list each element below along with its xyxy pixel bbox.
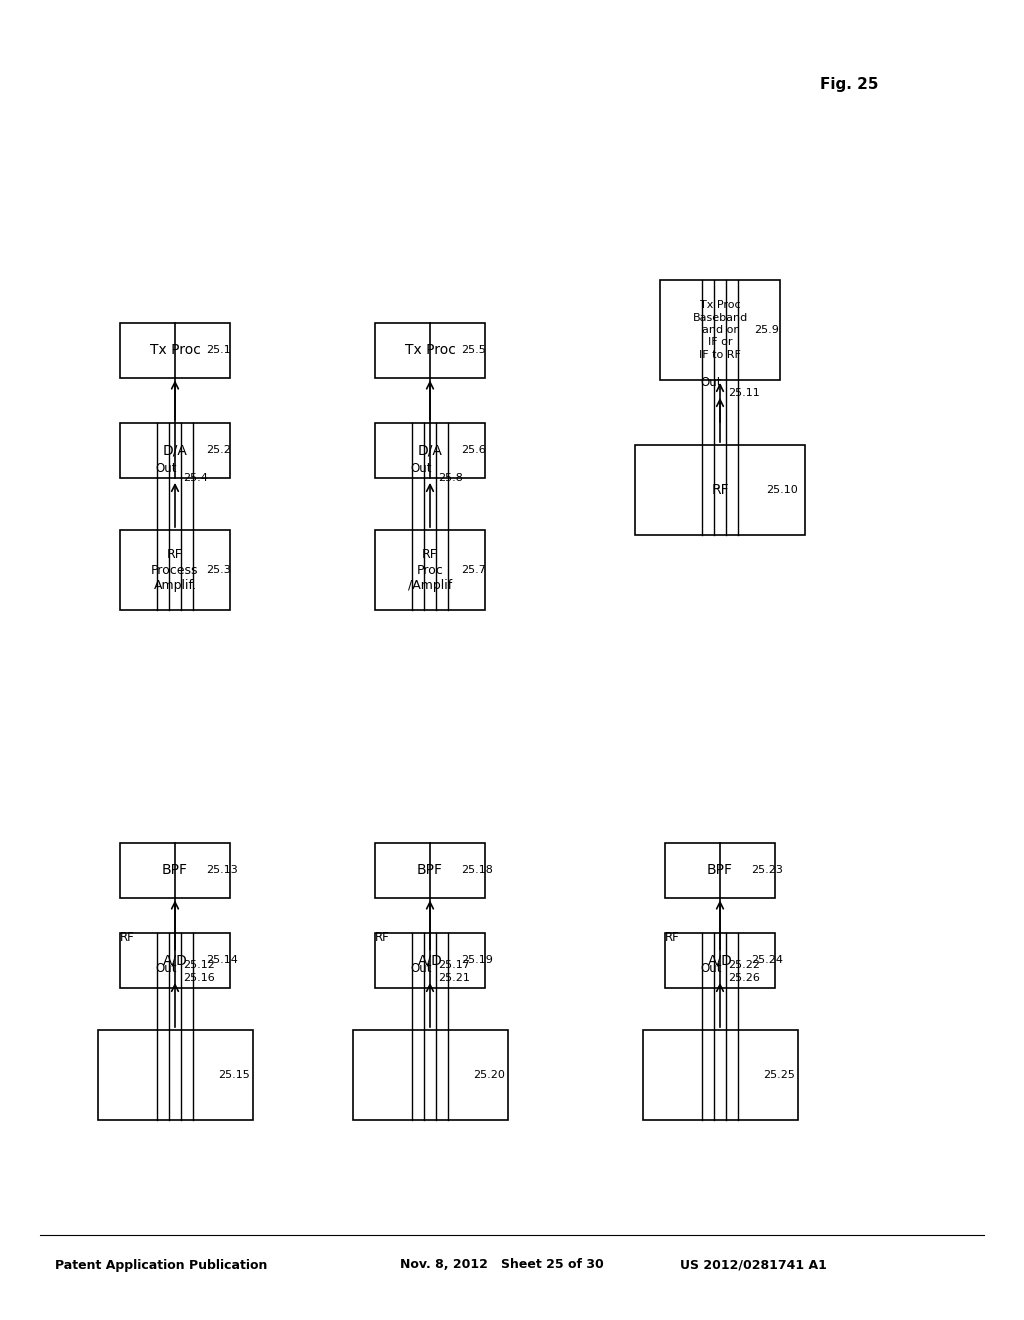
Text: 25.13: 25.13 [207, 865, 239, 875]
Text: BPF: BPF [162, 863, 188, 876]
Text: 25.6: 25.6 [462, 445, 486, 455]
Bar [120, 842, 230, 898]
Text: Patent Application Publication: Patent Application Publication [55, 1258, 267, 1271]
Text: Out: Out [700, 961, 722, 974]
Bar [660, 280, 780, 380]
Text: 25.20: 25.20 [473, 1071, 505, 1080]
Text: Out: Out [410, 462, 431, 474]
Text: Out: Out [155, 462, 176, 474]
Text: US 2012/0281741 A1: US 2012/0281741 A1 [680, 1258, 826, 1271]
Text: Tx Proc
Baseband
and or
IF or
IF to RF: Tx Proc Baseband and or IF or IF to RF [692, 300, 748, 360]
Bar [665, 932, 775, 987]
Bar [375, 932, 485, 987]
Bar [120, 322, 230, 378]
Text: 25.8: 25.8 [438, 473, 463, 483]
Bar [375, 322, 485, 378]
Text: 25.7: 25.7 [462, 565, 486, 576]
Text: 25.15: 25.15 [218, 1071, 250, 1080]
Text: Out: Out [155, 961, 176, 974]
Text: 25.18: 25.18 [462, 865, 494, 875]
Text: 25.16: 25.16 [183, 973, 215, 983]
Text: Tx Proc: Tx Proc [404, 343, 456, 356]
Text: 25.25: 25.25 [763, 1071, 795, 1080]
Text: Fig. 25: Fig. 25 [820, 78, 879, 92]
Text: RF
Proc
/Amplif: RF Proc /Amplif [408, 548, 453, 593]
Text: 25.23: 25.23 [752, 865, 783, 875]
Text: 25.10: 25.10 [767, 484, 799, 495]
Text: RF: RF [665, 931, 680, 944]
Text: 25.19: 25.19 [462, 954, 494, 965]
Bar [635, 445, 805, 535]
Text: 25.14: 25.14 [207, 954, 239, 965]
Text: RF
Process
Amplif.: RF Process Amplif. [152, 548, 199, 593]
Text: 25.4: 25.4 [183, 473, 208, 483]
Bar [375, 422, 485, 478]
Text: RF: RF [375, 931, 390, 944]
Bar [97, 1030, 253, 1119]
Text: D/A: D/A [418, 444, 442, 457]
Text: RF: RF [120, 931, 135, 944]
Text: 25.12: 25.12 [183, 960, 215, 969]
Text: BPF: BPF [417, 863, 443, 876]
Text: Out: Out [410, 961, 431, 974]
Text: 25.1: 25.1 [207, 345, 231, 355]
Bar [665, 842, 775, 898]
Bar [120, 932, 230, 987]
Text: 25.24: 25.24 [752, 954, 783, 965]
Text: RF: RF [712, 483, 729, 498]
Bar [375, 531, 485, 610]
Text: 25.2: 25.2 [207, 445, 231, 455]
Text: BPF: BPF [707, 863, 733, 876]
Text: 25.21: 25.21 [438, 973, 470, 983]
Text: 25.3: 25.3 [207, 565, 231, 576]
Bar [642, 1030, 798, 1119]
Text: A/D: A/D [418, 953, 442, 968]
Text: Out: Out [700, 376, 722, 389]
Text: Nov. 8, 2012   Sheet 25 of 30: Nov. 8, 2012 Sheet 25 of 30 [400, 1258, 604, 1271]
Text: A/D: A/D [708, 953, 732, 968]
Text: 25.11: 25.11 [728, 388, 760, 399]
Text: 25.5: 25.5 [462, 345, 486, 355]
Bar [352, 1030, 508, 1119]
Text: Tx Proc: Tx Proc [150, 343, 201, 356]
Text: 25.22: 25.22 [728, 960, 760, 969]
Bar [120, 422, 230, 478]
Text: 25.17: 25.17 [438, 960, 470, 969]
Bar [120, 531, 230, 610]
Text: 25.9: 25.9 [754, 325, 779, 335]
Text: D/A: D/A [163, 444, 187, 457]
Text: A/D: A/D [163, 953, 187, 968]
Bar [375, 842, 485, 898]
Text: 25.26: 25.26 [728, 973, 760, 983]
